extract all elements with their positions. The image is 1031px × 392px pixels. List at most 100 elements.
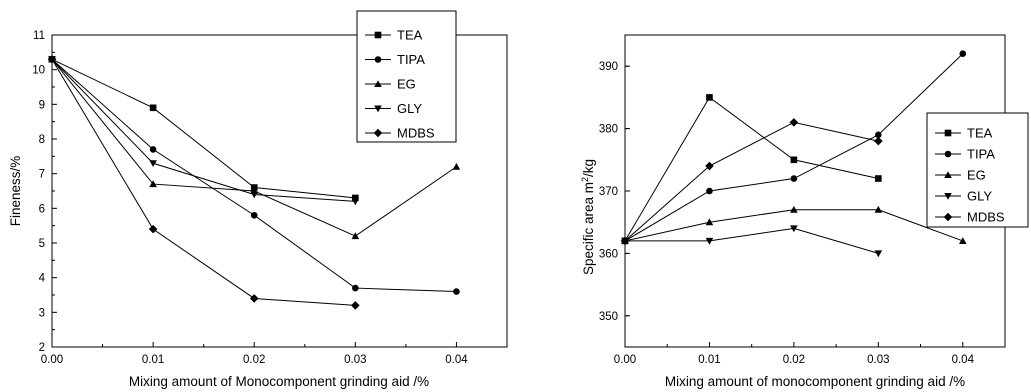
x-tick-label: 0.02 xyxy=(783,354,805,366)
data-point-gly xyxy=(790,225,798,233)
data-point-eg xyxy=(874,205,883,213)
data-point-tea xyxy=(790,156,798,164)
series-line-mdbs xyxy=(51,59,356,306)
legend-box xyxy=(926,112,1029,228)
legend-marker-tipa xyxy=(944,150,952,158)
legend-label-tea: TEA xyxy=(397,28,423,43)
legend-label-tipa: TIPA xyxy=(397,52,425,67)
x-tick-label: 0.01 xyxy=(698,354,720,366)
legend-marker-tipa xyxy=(374,56,382,63)
data-point-eg xyxy=(705,218,714,226)
y-tick-label: 350 xyxy=(599,311,618,323)
x-tick-label: 0.00 xyxy=(41,354,63,366)
data-point-mdbs xyxy=(249,294,259,303)
legend-label-gly: GLY xyxy=(397,101,422,116)
data-point-mdbs xyxy=(620,236,630,246)
legend-label-eg: EG xyxy=(397,77,416,92)
x-axis-title: Mixing amount of Monocomponent grinding … xyxy=(129,374,429,389)
series-markers xyxy=(47,54,461,310)
data-point-eg xyxy=(351,232,360,240)
data-point-tea xyxy=(352,194,359,202)
data-point-tea xyxy=(875,175,882,182)
series-line-gly xyxy=(51,58,356,202)
legend-marker-gly xyxy=(944,192,952,200)
series-lines xyxy=(624,53,964,254)
data-point-gly xyxy=(250,191,259,199)
data-point-tea xyxy=(149,104,157,112)
legend-marker-tea xyxy=(944,129,952,137)
x-tick-label: 0.04 xyxy=(445,354,468,366)
data-point-mdbs xyxy=(148,224,158,234)
data-point-tipa xyxy=(959,50,967,58)
data-point-tipa xyxy=(352,284,359,292)
y-tick-label: 10 xyxy=(32,65,45,77)
data-point-gly xyxy=(149,160,157,168)
data-point-tipa xyxy=(149,146,157,153)
legend-marker-tea xyxy=(374,31,382,39)
legend-label-tipa: TIPA xyxy=(967,147,995,162)
data-point-tea xyxy=(706,94,713,101)
data-point-mdbs xyxy=(705,161,714,171)
y-axis-title-unit: /kg xyxy=(581,159,596,177)
data-point-tipa xyxy=(706,187,713,195)
series-line-tipa xyxy=(624,53,964,242)
data-point-mdbs xyxy=(351,301,360,310)
y-tick-label: 5 xyxy=(39,238,45,250)
specific-area-chart: Mixing amount of monocomponent grinding … xyxy=(580,34,1029,389)
legend-label-mdbs: MDBS xyxy=(967,210,1005,225)
tick-group: 0.00 0.01 0.02 0.03 0.04 350 360 370 380 390 xyxy=(599,61,975,366)
x-tick-label: 0.04 xyxy=(952,354,975,366)
y-tick-label: 8 xyxy=(39,134,45,146)
y-axis-title-main: Specific area m xyxy=(581,182,596,275)
series-line-eg xyxy=(624,209,963,242)
data-point-eg xyxy=(452,162,461,170)
data-point-mdbs xyxy=(789,118,799,127)
y-tick-label: 9 xyxy=(39,99,45,111)
data-point-gly xyxy=(705,237,714,245)
x-tick-label: 0.02 xyxy=(243,354,265,366)
y-axis-title: Specific area m2/kg xyxy=(580,159,596,275)
data-point-tipa xyxy=(875,131,882,139)
y-tick-label: 3 xyxy=(39,307,45,319)
tick-group: 0.00 0.01 0.02 0.03 0.04 2 3 4 5 6 7 8 9 10 11 xyxy=(32,30,468,366)
series-line-tea xyxy=(51,58,356,199)
fineness-chart: Mixing amount of Monocomponent grinding … xyxy=(8,10,508,389)
data-point-gly xyxy=(351,198,360,206)
legend-marker-eg xyxy=(374,80,382,88)
y-axis-title-superscript: 2 xyxy=(580,177,590,182)
x-tick-label: 0.03 xyxy=(344,354,366,366)
data-point-tipa xyxy=(250,211,258,219)
data-point-tipa xyxy=(790,175,798,182)
x-tick-label: 0.00 xyxy=(614,354,636,366)
series-line-gly xyxy=(625,227,879,254)
y-tick-label: 370 xyxy=(599,186,618,198)
legend: TEA TIPA EG GLY MDBS xyxy=(926,112,1029,228)
y-axis-title: Fineness/% xyxy=(8,156,23,227)
x-axis-title: Mixing amount of monocomponent grinding … xyxy=(665,374,965,389)
series-markers xyxy=(620,50,967,258)
data-point-eg xyxy=(958,237,967,244)
data-point-mdbs xyxy=(47,54,57,64)
legend-label-tea: TEA xyxy=(967,126,993,141)
data-point-gly xyxy=(874,250,883,258)
legend-marker-mdbs xyxy=(373,128,383,138)
y-tick-label: 360 xyxy=(599,248,618,260)
legend-label-mdbs: MDBS xyxy=(397,126,435,141)
y-tick-label: 2 xyxy=(39,342,45,354)
data-point-mdbs xyxy=(874,136,883,146)
y-tick-label: 390 xyxy=(599,61,618,73)
series-line-tea xyxy=(624,96,879,242)
legend-marker-gly xyxy=(374,105,382,113)
y-tick-label: 4 xyxy=(39,273,46,285)
data-point-eg xyxy=(149,180,157,188)
legend-label-gly: GLY xyxy=(967,189,992,204)
series-line-mdbs xyxy=(624,121,879,242)
data-point-tipa xyxy=(453,288,460,295)
x-tick-label: 0.01 xyxy=(142,354,164,366)
legend-box xyxy=(356,10,457,143)
legend-marker-mdbs xyxy=(943,212,953,222)
data-point-eg xyxy=(790,205,798,213)
y-tick-label: 7 xyxy=(39,169,45,181)
legend: TEA TIPA EG GLY MDBS xyxy=(356,10,457,143)
x-tick-label: 0.03 xyxy=(867,354,889,366)
